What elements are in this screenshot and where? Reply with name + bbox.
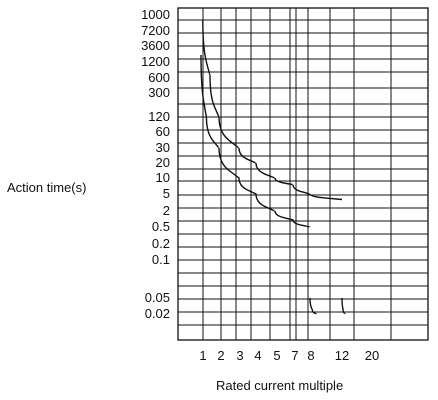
- y-tick-label: 0.05: [145, 290, 170, 305]
- y-tick-label: 5: [163, 186, 170, 201]
- y-tick-label: 10: [156, 170, 170, 185]
- x-tick-label: 20: [365, 348, 379, 363]
- curve-upper: [202, 19, 343, 201]
- x-tick-label: 7: [291, 348, 298, 363]
- grid: [177, 7, 429, 341]
- x-tick-label: 5: [273, 348, 280, 363]
- x-tick-label: 12: [335, 348, 349, 363]
- curves: [200, 19, 346, 315]
- y-tick-label: 1000: [141, 7, 170, 22]
- curve-lower: [200, 54, 311, 228]
- y-tick-label: 3600: [141, 38, 170, 53]
- y-tick-label: 0.1: [152, 252, 170, 267]
- x-tick-labels: 1 2 3 4 5 7 8 12 20: [199, 348, 379, 363]
- x-tick-label: 1: [199, 348, 206, 363]
- y-tick-label: 600: [148, 70, 170, 85]
- y-tick-label: 7200: [141, 23, 170, 38]
- curve-instant-8: [309, 297, 318, 315]
- y-tick-label: 30: [156, 140, 170, 155]
- y-axis-label: Action time(s): [7, 180, 86, 195]
- y-tick-label: 60: [156, 124, 170, 139]
- x-tick-label: 3: [236, 348, 243, 363]
- y-tick-label: 2: [163, 203, 170, 218]
- curve-instant-12: [341, 297, 346, 315]
- x-tick-label: 2: [217, 348, 224, 363]
- y-tick-label: 0.2: [152, 236, 170, 251]
- x-tick-label: 4: [254, 348, 261, 363]
- y-tick-label: 0.02: [145, 306, 170, 321]
- y-tick-label: 20: [156, 155, 170, 170]
- y-tick-label: 120: [148, 109, 170, 124]
- y-tick-label: 1200: [141, 54, 170, 69]
- x-tick-label: 8: [307, 348, 314, 363]
- y-tick-label: 300: [148, 85, 170, 100]
- x-axis-label: Rated current multiple: [216, 378, 343, 393]
- y-tick-label: 0.5: [152, 219, 170, 234]
